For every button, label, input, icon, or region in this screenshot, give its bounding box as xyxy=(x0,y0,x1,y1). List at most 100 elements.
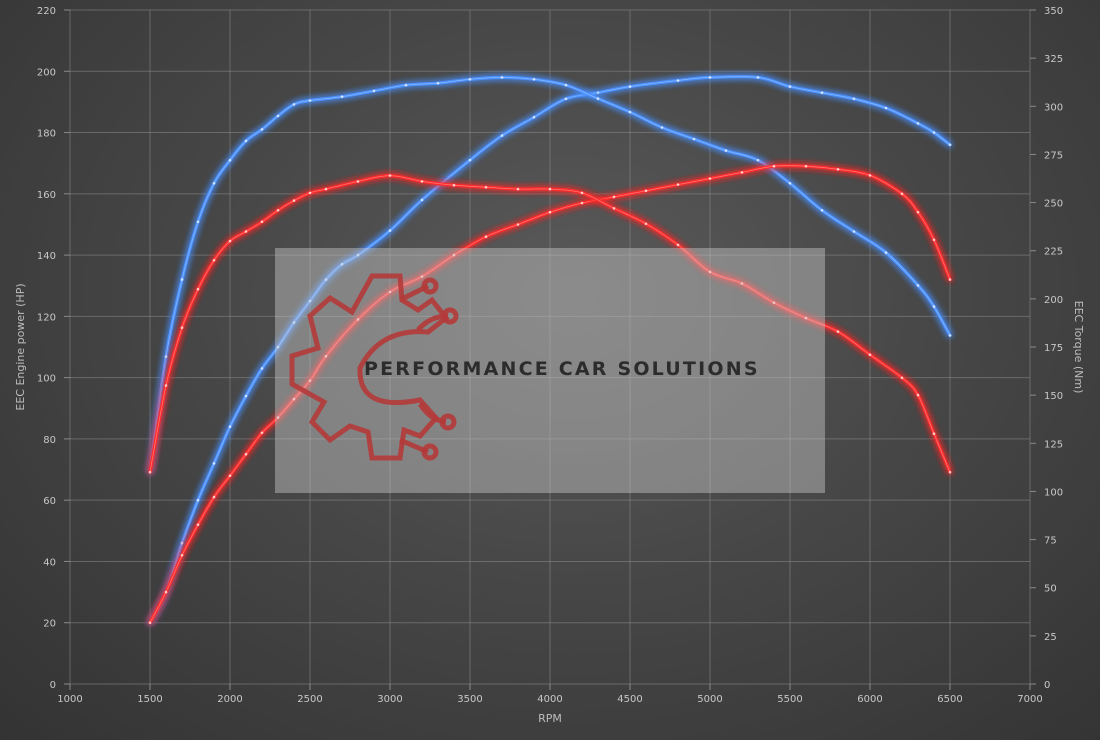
data-point xyxy=(308,299,312,303)
data-point xyxy=(324,354,328,358)
data-point xyxy=(372,89,376,93)
data-point xyxy=(948,278,952,281)
data-point xyxy=(244,394,248,398)
series-1 xyxy=(148,75,952,625)
data-point xyxy=(852,230,856,233)
series-3 xyxy=(148,164,952,625)
y-axis-right-label: EEC Torque (Nm) xyxy=(1072,301,1085,394)
data-point xyxy=(676,183,680,186)
gear-circuit-logo-icon xyxy=(289,273,459,461)
data-point xyxy=(212,259,216,262)
y-tick-label: 60 xyxy=(43,496,56,507)
data-point xyxy=(276,416,280,419)
data-point xyxy=(292,103,296,106)
data-point xyxy=(164,384,168,387)
data-point xyxy=(660,126,664,129)
y-tick-label: 160 xyxy=(37,190,56,201)
watermark: PERFORMANCE CAR SOLUTIONS xyxy=(275,248,825,493)
data-point xyxy=(628,85,632,88)
data-point xyxy=(516,187,520,191)
x-tick-label: 1500 xyxy=(137,694,162,705)
data-point xyxy=(228,425,232,429)
data-point xyxy=(420,180,424,183)
data-point xyxy=(708,177,712,180)
data-point xyxy=(260,431,264,435)
data-point xyxy=(180,326,184,330)
data-point xyxy=(276,345,280,349)
y2-tick-label: 0 xyxy=(1044,680,1050,691)
data-point xyxy=(596,97,600,100)
y-axis-left-ticks: 0 20 40 60 80 100 120 140 160 180 200 220 xyxy=(37,6,70,691)
data-point xyxy=(436,81,440,85)
y-tick-label: 80 xyxy=(43,435,56,446)
y-tick-label: 100 xyxy=(37,374,56,385)
y2-tick-label: 350 xyxy=(1044,6,1063,17)
data-point xyxy=(756,76,760,79)
data-point xyxy=(468,158,472,162)
data-point xyxy=(324,278,328,281)
series-line-highlight xyxy=(149,76,951,473)
x-axis-label: RPM xyxy=(538,712,562,725)
y2-tick-label: 100 xyxy=(1044,487,1063,498)
y2-tick-label: 275 xyxy=(1044,150,1063,161)
x-tick-label: 3000 xyxy=(377,694,402,705)
data-point xyxy=(868,174,872,177)
data-point xyxy=(676,79,680,82)
x-tick-label: 3500 xyxy=(457,694,482,705)
data-point xyxy=(212,462,216,465)
data-point xyxy=(788,85,792,88)
x-tick-label: 4500 xyxy=(617,694,642,705)
data-point xyxy=(292,397,296,401)
data-point xyxy=(452,253,456,257)
data-point xyxy=(804,164,808,168)
data-point xyxy=(388,174,392,177)
data-point xyxy=(692,137,696,141)
data-point xyxy=(884,106,888,110)
data-point xyxy=(500,134,504,137)
series-lines xyxy=(148,75,952,625)
data-point xyxy=(180,554,184,557)
data-point xyxy=(644,189,648,193)
data-point xyxy=(948,334,952,337)
data-point xyxy=(836,330,840,333)
data-point xyxy=(804,316,808,320)
data-point xyxy=(244,139,248,143)
data-point xyxy=(196,220,200,224)
data-point xyxy=(708,76,712,79)
x-tick-label: 7000 xyxy=(1017,694,1042,705)
data-point xyxy=(356,180,360,183)
data-point xyxy=(468,78,472,81)
data-point xyxy=(548,210,552,214)
watermark-text: PERFORMANCE CAR SOLUTIONS xyxy=(364,358,760,380)
y2-tick-label: 200 xyxy=(1044,295,1063,306)
data-point xyxy=(164,355,168,358)
data-point xyxy=(900,192,904,196)
data-point xyxy=(644,222,648,226)
data-point xyxy=(916,210,920,214)
y-axis-left-label: EEC Engine power (HP) xyxy=(14,283,27,410)
data-point xyxy=(932,131,936,134)
data-point xyxy=(180,541,184,545)
data-point xyxy=(196,498,200,502)
data-point xyxy=(676,243,680,247)
y-tick-label: 220 xyxy=(37,6,56,17)
data-point xyxy=(532,115,536,119)
data-point xyxy=(260,367,264,370)
x-tick-label: 5000 xyxy=(697,694,722,705)
data-point xyxy=(276,114,280,118)
x-tick-label: 2000 xyxy=(217,694,242,705)
data-point xyxy=(404,83,408,87)
data-point xyxy=(308,99,312,102)
data-point xyxy=(740,282,744,285)
data-point xyxy=(452,183,456,187)
data-point xyxy=(244,452,248,456)
data-point xyxy=(580,191,584,195)
y2-tick-label: 25 xyxy=(1044,632,1057,643)
x-tick-label: 4000 xyxy=(537,694,562,705)
x-tick-label: 2500 xyxy=(297,694,322,705)
data-point xyxy=(788,182,792,185)
data-point xyxy=(756,158,760,162)
data-point xyxy=(852,97,856,101)
data-point xyxy=(932,432,936,436)
